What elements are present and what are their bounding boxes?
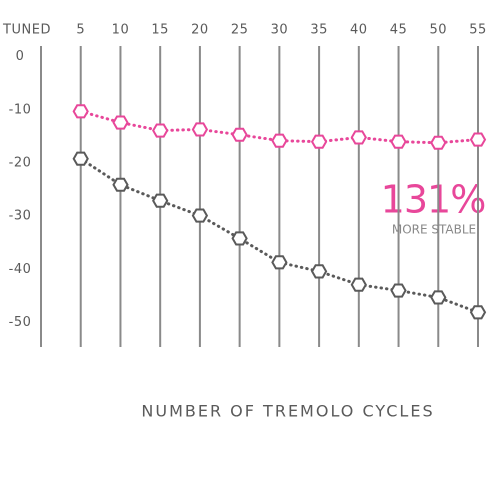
y-tick-label: -50 bbox=[9, 315, 32, 330]
series-line bbox=[79, 109, 480, 145]
annotation-value: 131% bbox=[381, 178, 486, 222]
point-marker bbox=[469, 305, 487, 320]
point-marker bbox=[430, 135, 447, 150]
x-tick-label: 25 bbox=[231, 23, 249, 38]
x-tick-label: 30 bbox=[271, 23, 289, 38]
point-marker bbox=[152, 123, 169, 138]
annotation-text: MORE STABLE bbox=[392, 223, 476, 237]
x-tick-label: 55 bbox=[469, 23, 487, 38]
x-tick-label: 20 bbox=[191, 23, 209, 38]
y-tick-label: -10 bbox=[9, 102, 32, 117]
point-marker bbox=[271, 255, 288, 270]
point-marker bbox=[310, 264, 328, 279]
x-tick-label: 50 bbox=[429, 23, 447, 38]
point-marker bbox=[231, 127, 248, 142]
point-marker bbox=[271, 133, 288, 148]
x-axis-label: NUMBER OF TREMOLO CYCLES bbox=[141, 402, 434, 421]
point-marker bbox=[350, 277, 367, 292]
point-marker bbox=[112, 177, 129, 192]
x-tick-label: 15 bbox=[151, 23, 169, 38]
point-marker bbox=[191, 208, 209, 223]
x-tick-label: 45 bbox=[390, 23, 408, 38]
point-marker bbox=[390, 134, 407, 149]
x-tick-label: 10 bbox=[112, 23, 130, 38]
point-marker bbox=[191, 122, 209, 137]
point-marker bbox=[469, 132, 487, 147]
x-tick-label: 40 bbox=[350, 23, 368, 38]
point-marker bbox=[430, 290, 447, 305]
x-tick-label: TUNED bbox=[2, 23, 51, 38]
y-tick-label: -30 bbox=[9, 209, 32, 224]
point-marker bbox=[350, 130, 367, 145]
point-marker bbox=[112, 115, 129, 130]
x-tick-label: 35 bbox=[310, 23, 328, 38]
point-marker bbox=[72, 151, 89, 166]
point-marker bbox=[72, 104, 89, 119]
y-tick-label: 0 bbox=[16, 49, 25, 64]
x-tick-label: 5 bbox=[76, 23, 85, 38]
point-marker bbox=[390, 283, 407, 298]
point-marker bbox=[310, 134, 328, 149]
y-tick-label: -20 bbox=[9, 155, 32, 170]
point-marker bbox=[152, 193, 169, 208]
point-marker bbox=[231, 231, 248, 246]
y-tick-label: -40 bbox=[9, 262, 32, 277]
